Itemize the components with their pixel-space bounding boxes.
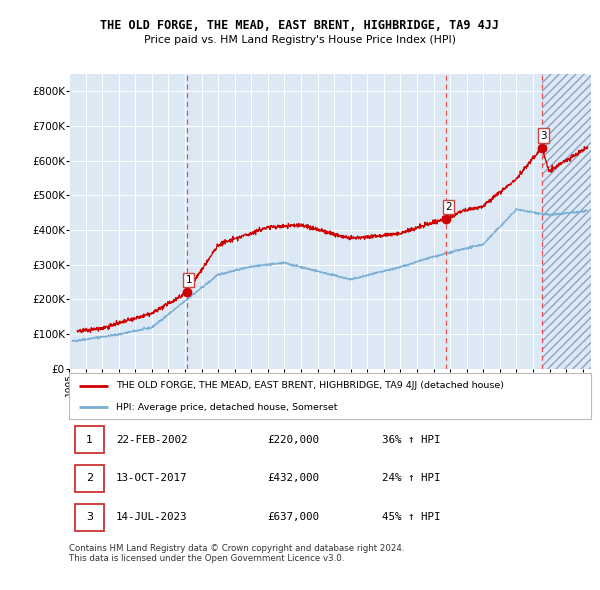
Text: 36% ↑ HPI: 36% ↑ HPI bbox=[382, 435, 440, 444]
Text: THE OLD FORGE, THE MEAD, EAST BRENT, HIGHBRIDGE, TA9 4JJ: THE OLD FORGE, THE MEAD, EAST BRENT, HIG… bbox=[101, 19, 499, 32]
FancyBboxPatch shape bbox=[75, 427, 104, 453]
FancyBboxPatch shape bbox=[75, 504, 104, 530]
Text: £432,000: £432,000 bbox=[268, 474, 319, 483]
Text: 24% ↑ HPI: 24% ↑ HPI bbox=[382, 474, 440, 483]
Text: HPI: Average price, detached house, Somerset: HPI: Average price, detached house, Some… bbox=[116, 403, 337, 412]
Text: Contains HM Land Registry data © Crown copyright and database right 2024.
This d: Contains HM Land Registry data © Crown c… bbox=[69, 544, 404, 563]
Text: 13-OCT-2017: 13-OCT-2017 bbox=[116, 474, 187, 483]
Text: 2: 2 bbox=[86, 474, 93, 483]
Text: 22-FEB-2002: 22-FEB-2002 bbox=[116, 435, 187, 444]
Text: THE OLD FORGE, THE MEAD, EAST BRENT, HIGHBRIDGE, TA9 4JJ (detached house): THE OLD FORGE, THE MEAD, EAST BRENT, HIG… bbox=[116, 381, 504, 390]
Text: £637,000: £637,000 bbox=[268, 513, 319, 522]
Text: £220,000: £220,000 bbox=[268, 435, 319, 444]
FancyBboxPatch shape bbox=[75, 466, 104, 491]
Text: 1: 1 bbox=[185, 276, 192, 285]
Text: 14-JUL-2023: 14-JUL-2023 bbox=[116, 513, 187, 522]
Text: 3: 3 bbox=[540, 130, 547, 140]
Text: 2: 2 bbox=[445, 202, 451, 212]
Text: 45% ↑ HPI: 45% ↑ HPI bbox=[382, 513, 440, 522]
Text: 1: 1 bbox=[86, 435, 93, 444]
Text: 3: 3 bbox=[86, 513, 93, 522]
Text: Price paid vs. HM Land Registry's House Price Index (HPI): Price paid vs. HM Land Registry's House … bbox=[144, 35, 456, 45]
